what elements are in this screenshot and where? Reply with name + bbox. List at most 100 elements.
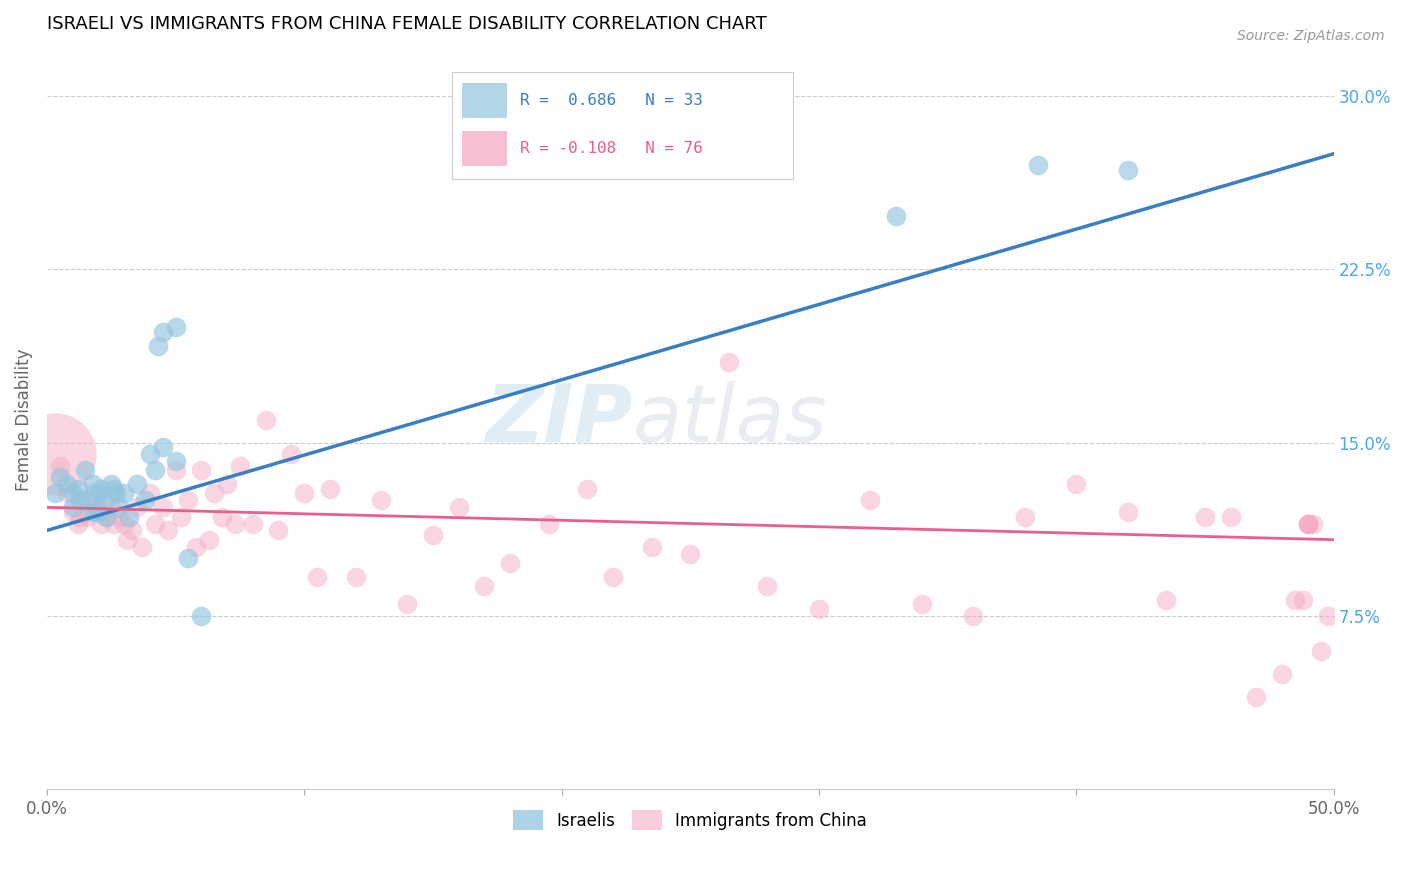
Point — [82, 505, 104, 519]
Point — [884, 209, 907, 223]
Point — [186, 540, 208, 554]
Point — [143, 516, 166, 531]
Point — [100, 500, 122, 515]
Point — [1026, 158, 1049, 172]
Point — [77, 493, 100, 508]
Point — [756, 579, 779, 593]
Point — [100, 477, 122, 491]
Point — [90, 516, 112, 531]
Point — [1271, 666, 1294, 681]
Point — [87, 486, 110, 500]
Point — [112, 516, 135, 531]
Text: atlas: atlas — [633, 381, 827, 458]
Point — [152, 500, 174, 515]
Point — [1116, 505, 1139, 519]
Point — [118, 509, 141, 524]
Point — [224, 516, 246, 531]
Point — [139, 486, 162, 500]
Point — [75, 493, 97, 508]
Point — [69, 493, 91, 508]
Point — [1302, 516, 1324, 531]
Text: Source: ZipAtlas.com: Source: ZipAtlas.com — [1237, 29, 1385, 44]
Point — [1194, 509, 1216, 524]
Point — [90, 482, 112, 496]
Point — [103, 482, 125, 496]
Point — [103, 516, 125, 531]
Point — [82, 486, 104, 500]
Text: ZIP: ZIP — [485, 381, 633, 458]
Point — [962, 609, 984, 624]
Point — [165, 320, 187, 334]
Point — [93, 493, 115, 508]
Point — [44, 447, 66, 461]
Point — [215, 477, 238, 491]
Point — [198, 533, 221, 547]
Point — [177, 493, 200, 508]
Point — [1116, 163, 1139, 178]
Point — [499, 556, 522, 570]
Point — [717, 355, 740, 369]
Point — [87, 505, 110, 519]
Point — [44, 486, 66, 500]
Point — [370, 493, 392, 508]
Point — [170, 509, 193, 524]
Point — [62, 505, 84, 519]
Point — [211, 509, 233, 524]
Point — [229, 458, 252, 473]
Point — [911, 598, 934, 612]
Point — [1296, 516, 1319, 531]
Point — [640, 540, 662, 554]
Point — [165, 454, 187, 468]
Point — [94, 509, 117, 524]
Point — [121, 524, 143, 538]
Point — [125, 500, 148, 515]
Point — [254, 412, 277, 426]
Point — [87, 500, 110, 515]
Point — [69, 509, 91, 524]
Point — [94, 509, 117, 524]
Point — [1246, 690, 1268, 704]
Point — [396, 598, 419, 612]
Point — [1296, 516, 1319, 531]
Point — [56, 486, 79, 500]
Point — [143, 463, 166, 477]
Point — [108, 509, 131, 524]
Point — [859, 493, 882, 508]
Point — [537, 516, 560, 531]
Point — [807, 602, 830, 616]
Point — [202, 486, 225, 500]
Point — [156, 524, 179, 538]
Point — [62, 500, 84, 515]
Point — [1291, 592, 1313, 607]
Point — [62, 486, 84, 500]
Point — [77, 509, 100, 524]
Point — [139, 447, 162, 461]
Point — [1064, 477, 1087, 491]
Point — [242, 516, 264, 531]
Point — [134, 493, 156, 508]
Point — [82, 477, 104, 491]
Point — [125, 477, 148, 491]
Point — [1317, 609, 1340, 624]
Point — [75, 463, 97, 477]
Point — [56, 477, 79, 491]
Point — [108, 500, 131, 515]
Point — [190, 609, 212, 624]
Point — [177, 551, 200, 566]
Point — [152, 440, 174, 454]
Point — [1154, 592, 1177, 607]
Point — [602, 569, 624, 583]
Point — [93, 505, 115, 519]
Point — [131, 540, 153, 554]
Point — [1284, 592, 1306, 607]
Point — [1296, 516, 1319, 531]
Point — [576, 482, 599, 496]
Point — [1014, 509, 1036, 524]
Point — [292, 486, 315, 500]
Y-axis label: Female Disability: Female Disability — [15, 348, 32, 491]
Point — [267, 524, 290, 538]
Point — [66, 516, 89, 531]
Point — [152, 325, 174, 339]
Point — [1219, 509, 1241, 524]
Point — [49, 470, 72, 484]
